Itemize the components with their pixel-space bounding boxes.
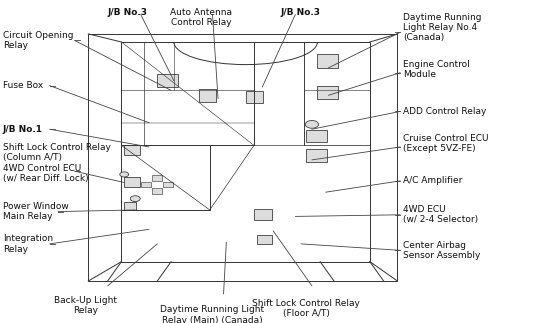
Bar (163, 182, 173, 187)
Bar (141, 182, 151, 187)
Text: Shift Lock Control Relay
(Column A/T)
4WD Control ECU
(w/ Rear Diff. Lock): Shift Lock Control Relay (Column A/T) 4W… (3, 143, 110, 183)
Text: J/B No.3: J/B No.3 (107, 8, 147, 17)
Bar (246, 91, 263, 103)
Text: J/B No.3: J/B No.3 (281, 8, 321, 17)
Circle shape (130, 196, 140, 202)
Bar (317, 86, 338, 99)
Text: Auto Antenna
Control Relay: Auto Antenna Control Relay (171, 8, 232, 27)
Text: ADD Control Relay: ADD Control Relay (403, 107, 486, 116)
Text: Daytime Running
Light Relay No.4
(Canada): Daytime Running Light Relay No.4 (Canada… (403, 13, 481, 42)
Text: Daytime Running Light
Relay (Main) (Canada): Daytime Running Light Relay (Main) (Cana… (161, 305, 264, 323)
Text: Integration
Relay: Integration Relay (3, 234, 53, 254)
Text: Circuit Opening
Relay: Circuit Opening Relay (3, 31, 73, 50)
Bar (152, 188, 162, 194)
Bar (124, 145, 140, 155)
Bar (152, 175, 162, 181)
Text: Center Airbag
Sensor Assembly: Center Airbag Sensor Assembly (403, 241, 480, 260)
Bar (257, 235, 272, 244)
Text: Fuse Box: Fuse Box (3, 81, 43, 90)
Text: 4WD ECU
(w/ 2-4 Selector): 4WD ECU (w/ 2-4 Selector) (403, 205, 478, 224)
Text: Power Window
Main Relay: Power Window Main Relay (3, 202, 68, 221)
Circle shape (305, 120, 319, 128)
Bar (157, 74, 178, 87)
Text: A/C Amplifier: A/C Amplifier (403, 176, 463, 185)
Bar (306, 149, 327, 162)
Text: Shift Lock Control Relay
(Floor A/T): Shift Lock Control Relay (Floor A/T) (252, 299, 360, 318)
Bar (124, 177, 140, 187)
Text: Engine Control
Module: Engine Control Module (403, 60, 470, 79)
Bar (306, 130, 327, 142)
Bar (317, 54, 338, 68)
Text: J/B No.1: J/B No.1 (3, 125, 43, 134)
Text: Back-Up Light
Relay: Back-Up Light Relay (54, 296, 117, 315)
Bar (124, 202, 136, 210)
Bar (199, 89, 216, 102)
Bar (254, 209, 272, 220)
Circle shape (120, 172, 129, 177)
Text: Cruise Control ECU
(Except 5VZ-FE): Cruise Control ECU (Except 5VZ-FE) (403, 134, 489, 153)
